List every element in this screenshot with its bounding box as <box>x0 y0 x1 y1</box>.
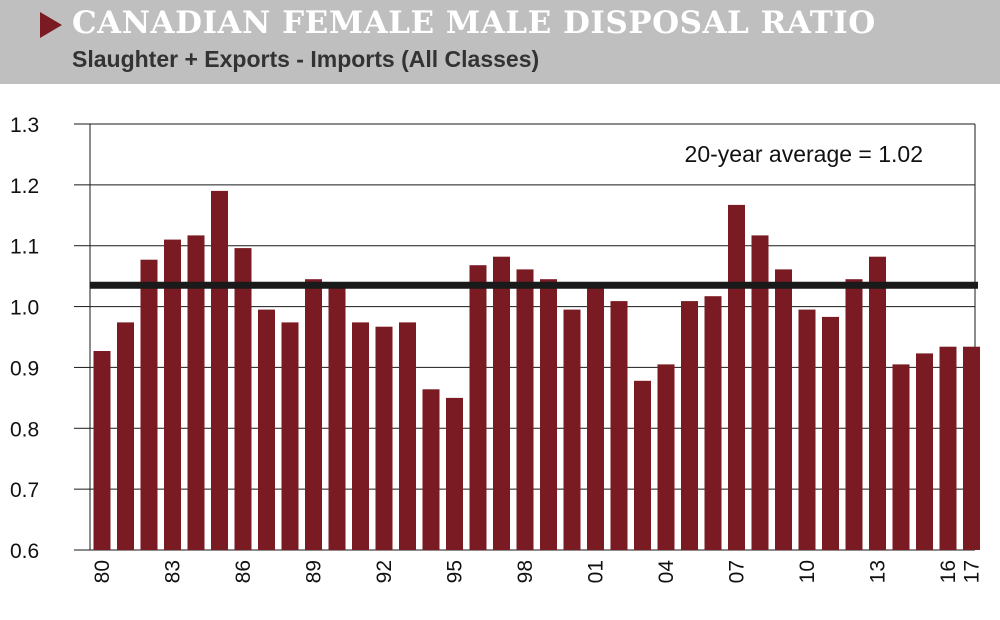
bar-95 <box>446 397 463 550</box>
title-triangle-icon <box>40 12 62 38</box>
y-axis-ticks: 1.3 1.2 1.1 1.0 0.9 0.8 0.7 0.6 <box>10 114 39 563</box>
bar-14 <box>892 364 910 550</box>
bar-08 <box>751 235 769 550</box>
bar-03 <box>634 380 651 550</box>
x-tick-label: 92 <box>373 560 396 583</box>
bar-96 <box>469 265 487 550</box>
x-tick-label: 13 <box>867 560 890 583</box>
chart-header: CANADIAN FEMALE MALE DISPOSAL RATIO Slau… <box>0 0 1000 84</box>
bar-15 <box>916 353 933 550</box>
x-tick-label: 17 <box>961 560 984 583</box>
x-axis-ticks: 80 83 86 89 92 95 98 01 04 07 10 13 16 17 <box>91 560 984 584</box>
x-tick-label: 86 <box>232 560 255 583</box>
bar-97 <box>493 256 510 550</box>
x-tick-label: 95 <box>444 560 467 583</box>
bar-83 <box>164 239 181 550</box>
chart-title: CANADIAN FEMALE MALE DISPOSAL RATIO <box>72 5 876 41</box>
bar-89 <box>305 279 322 550</box>
y-tick-label: 1.3 <box>10 114 39 137</box>
bar-chart: 1.3 1.2 1.1 1.0 0.9 0.8 0.7 0.6 80 83 86 89 92 95 98 0… <box>10 114 984 584</box>
x-tick-label: 89 <box>303 560 326 583</box>
bar-99 <box>540 279 557 550</box>
average-annotation: 20-year average = 1.02 <box>685 141 923 167</box>
bar-00 <box>563 309 581 550</box>
bar-11 <box>822 316 839 550</box>
bar-94 <box>422 389 440 550</box>
y-tick-label: 0.7 <box>10 479 39 502</box>
x-tick-label: 98 <box>514 560 537 583</box>
x-tick-label: 10 <box>796 560 819 583</box>
x-tick-label: 80 <box>91 560 114 583</box>
bar-13 <box>869 256 886 550</box>
x-tick-label: 16 <box>937 560 960 583</box>
bar-98 <box>516 269 534 550</box>
x-tick-label: 83 <box>162 560 185 583</box>
y-tick-label: 0.9 <box>10 357 39 380</box>
bar-06 <box>704 296 722 550</box>
bar-04 <box>657 364 675 550</box>
y-tick-label: 0.6 <box>10 540 39 563</box>
bar-02 <box>610 301 628 550</box>
bar-91 <box>352 322 369 550</box>
bar-81 <box>117 322 134 550</box>
bar-09 <box>775 269 792 550</box>
bar-01 <box>587 285 604 550</box>
y-tick-label: 1.0 <box>10 297 39 320</box>
x-tick-label: 04 <box>655 560 678 584</box>
bar-88 <box>281 322 299 550</box>
y-tick-label: 1.1 <box>10 236 39 259</box>
y-tick-label: 0.8 <box>10 418 39 441</box>
chart-subtitle: Slaughter + Exports - Imports (All Class… <box>72 46 540 72</box>
bar-07 <box>728 204 745 550</box>
bar-12 <box>845 279 863 550</box>
bars <box>93 190 980 550</box>
y-tick-label: 1.2 <box>10 175 39 198</box>
bar-87 <box>258 309 275 550</box>
bar-92 <box>375 326 393 550</box>
bar-84 <box>187 235 205 550</box>
bar-05 <box>681 301 698 550</box>
bar-82 <box>140 259 158 550</box>
bar-17 <box>963 346 980 550</box>
bar-80 <box>93 351 111 550</box>
bar-10 <box>798 309 816 550</box>
bar-16 <box>939 346 957 550</box>
bar-93 <box>399 322 416 550</box>
bar-86 <box>234 248 252 550</box>
bar-90 <box>328 286 346 550</box>
bar-85 <box>211 190 228 550</box>
x-tick-label: 01 <box>585 560 608 583</box>
x-tick-label: 07 <box>726 560 749 583</box>
